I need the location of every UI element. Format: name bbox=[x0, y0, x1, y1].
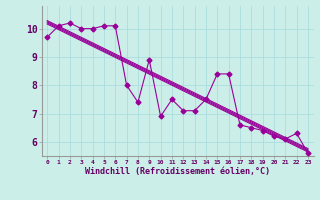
X-axis label: Windchill (Refroidissement éolien,°C): Windchill (Refroidissement éolien,°C) bbox=[85, 167, 270, 176]
